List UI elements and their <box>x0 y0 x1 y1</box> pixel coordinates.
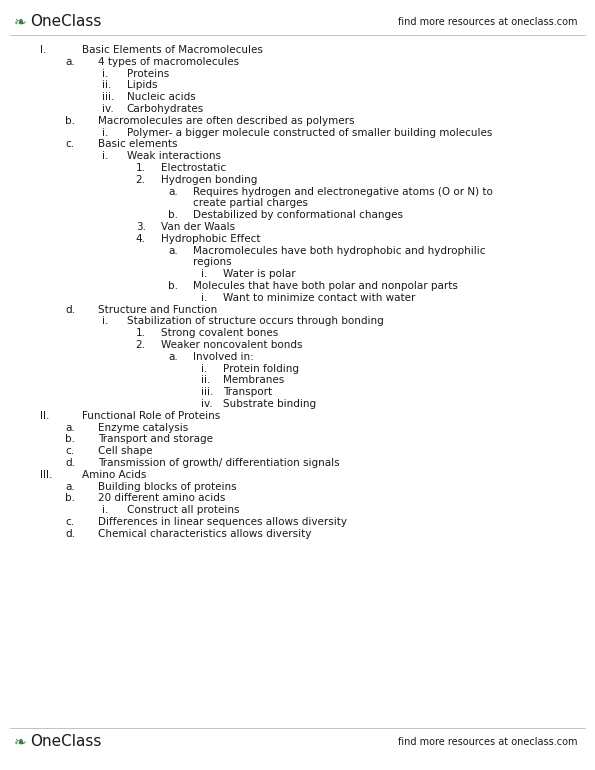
Text: 4 types of macromolecules: 4 types of macromolecules <box>98 57 239 67</box>
Text: Functional Role of Proteins: Functional Role of Proteins <box>82 411 220 420</box>
Text: I.: I. <box>40 45 47 55</box>
Text: i.: i. <box>102 128 109 138</box>
Text: Amino Acids: Amino Acids <box>82 470 146 480</box>
Text: II.: II. <box>40 411 50 420</box>
Text: Membranes: Membranes <box>223 376 284 386</box>
Text: Want to minimize contact with water: Want to minimize contact with water <box>223 293 415 303</box>
Text: Differences in linear sequences allows diversity: Differences in linear sequences allows d… <box>98 517 347 527</box>
Text: c.: c. <box>65 446 74 456</box>
Text: OneClass: OneClass <box>30 15 101 29</box>
Text: 20 different amino acids: 20 different amino acids <box>98 494 226 504</box>
Text: Nucleic acids: Nucleic acids <box>127 92 196 102</box>
Text: Building blocks of proteins: Building blocks of proteins <box>98 481 237 491</box>
Text: Transport: Transport <box>223 387 273 397</box>
Text: a.: a. <box>65 423 75 433</box>
Text: iii.: iii. <box>201 387 214 397</box>
Text: Construct all proteins: Construct all proteins <box>127 505 239 515</box>
Text: Basic elements: Basic elements <box>98 139 178 149</box>
Text: i.: i. <box>201 293 208 303</box>
Text: Protein folding: Protein folding <box>223 363 299 373</box>
Text: create partial charges: create partial charges <box>193 199 308 209</box>
Text: i.: i. <box>201 363 208 373</box>
Text: Cell shape: Cell shape <box>98 446 153 456</box>
Text: i.: i. <box>201 270 208 280</box>
Text: Structure and Function: Structure and Function <box>98 305 217 315</box>
Text: Water is polar: Water is polar <box>223 270 296 280</box>
Text: a.: a. <box>65 57 75 67</box>
Text: Weaker noncovalent bonds: Weaker noncovalent bonds <box>161 340 302 350</box>
Text: iv.: iv. <box>102 104 114 114</box>
Text: find more resources at oneclass.com: find more resources at oneclass.com <box>399 17 578 27</box>
Text: Weak interactions: Weak interactions <box>127 151 221 161</box>
Text: d.: d. <box>65 305 76 315</box>
Text: ❧: ❧ <box>14 735 27 749</box>
Text: a.: a. <box>65 481 75 491</box>
Text: a.: a. <box>168 246 178 256</box>
Text: b.: b. <box>168 210 178 220</box>
Text: Macromolecules are often described as polymers: Macromolecules are often described as po… <box>98 116 355 126</box>
Text: 2.: 2. <box>136 340 146 350</box>
Text: Lipids: Lipids <box>127 80 157 90</box>
Text: Hydrogen bonding: Hydrogen bonding <box>161 175 257 185</box>
Text: d.: d. <box>65 529 76 539</box>
Text: Polymer- a bigger molecule constructed of smaller building molecules: Polymer- a bigger molecule constructed o… <box>127 128 492 138</box>
Text: d.: d. <box>65 458 76 468</box>
Text: Van der Waals: Van der Waals <box>161 222 235 232</box>
Text: 4.: 4. <box>136 234 146 244</box>
Text: c.: c. <box>65 139 74 149</box>
Text: a.: a. <box>168 352 178 362</box>
Text: Proteins: Proteins <box>127 69 169 79</box>
Text: iii.: iii. <box>102 92 115 102</box>
Text: ii.: ii. <box>201 376 211 386</box>
Text: ❧: ❧ <box>14 15 27 29</box>
Text: 1.: 1. <box>136 163 146 173</box>
Text: b.: b. <box>65 494 76 504</box>
Text: Hydrophobic Effect: Hydrophobic Effect <box>161 234 260 244</box>
Text: i.: i. <box>102 505 109 515</box>
Text: Molecules that have both polar and nonpolar parts: Molecules that have both polar and nonpo… <box>193 281 458 291</box>
Text: Destabilized by conformational changes: Destabilized by conformational changes <box>193 210 403 220</box>
Text: Enzyme catalysis: Enzyme catalysis <box>98 423 189 433</box>
Text: ii.: ii. <box>102 80 112 90</box>
Text: b.: b. <box>65 434 76 444</box>
Text: find more resources at oneclass.com: find more resources at oneclass.com <box>399 737 578 747</box>
Text: III.: III. <box>40 470 53 480</box>
Text: Substrate binding: Substrate binding <box>223 399 317 409</box>
Text: i.: i. <box>102 316 109 326</box>
Text: Basic Elements of Macromolecules: Basic Elements of Macromolecules <box>82 45 263 55</box>
Text: Transmission of growth/ differentiation signals: Transmission of growth/ differentiation … <box>98 458 340 468</box>
Text: iv.: iv. <box>201 399 213 409</box>
Text: Strong covalent bones: Strong covalent bones <box>161 328 278 338</box>
Text: Carbohydrates: Carbohydrates <box>127 104 204 114</box>
Text: Requires hydrogen and electronegative atoms (O or N) to: Requires hydrogen and electronegative at… <box>193 186 493 196</box>
Text: 1.: 1. <box>136 328 146 338</box>
Text: 2.: 2. <box>136 175 146 185</box>
Text: Stabilization of structure occurs through bonding: Stabilization of structure occurs throug… <box>127 316 384 326</box>
Text: regions: regions <box>193 257 232 267</box>
Text: Macromolecules have both hydrophobic and hydrophilic: Macromolecules have both hydrophobic and… <box>193 246 486 256</box>
Text: Chemical characteristics allows diversity: Chemical characteristics allows diversit… <box>98 529 312 539</box>
Text: i.: i. <box>102 69 109 79</box>
Text: a.: a. <box>168 186 178 196</box>
Text: c.: c. <box>65 517 74 527</box>
Text: 3.: 3. <box>136 222 146 232</box>
Text: b.: b. <box>65 116 76 126</box>
Text: i.: i. <box>102 151 109 161</box>
Text: Involved in:: Involved in: <box>193 352 254 362</box>
Text: b.: b. <box>168 281 178 291</box>
Text: Transport and storage: Transport and storage <box>98 434 213 444</box>
Text: Electrostatic: Electrostatic <box>161 163 226 173</box>
Text: OneClass: OneClass <box>30 735 101 749</box>
